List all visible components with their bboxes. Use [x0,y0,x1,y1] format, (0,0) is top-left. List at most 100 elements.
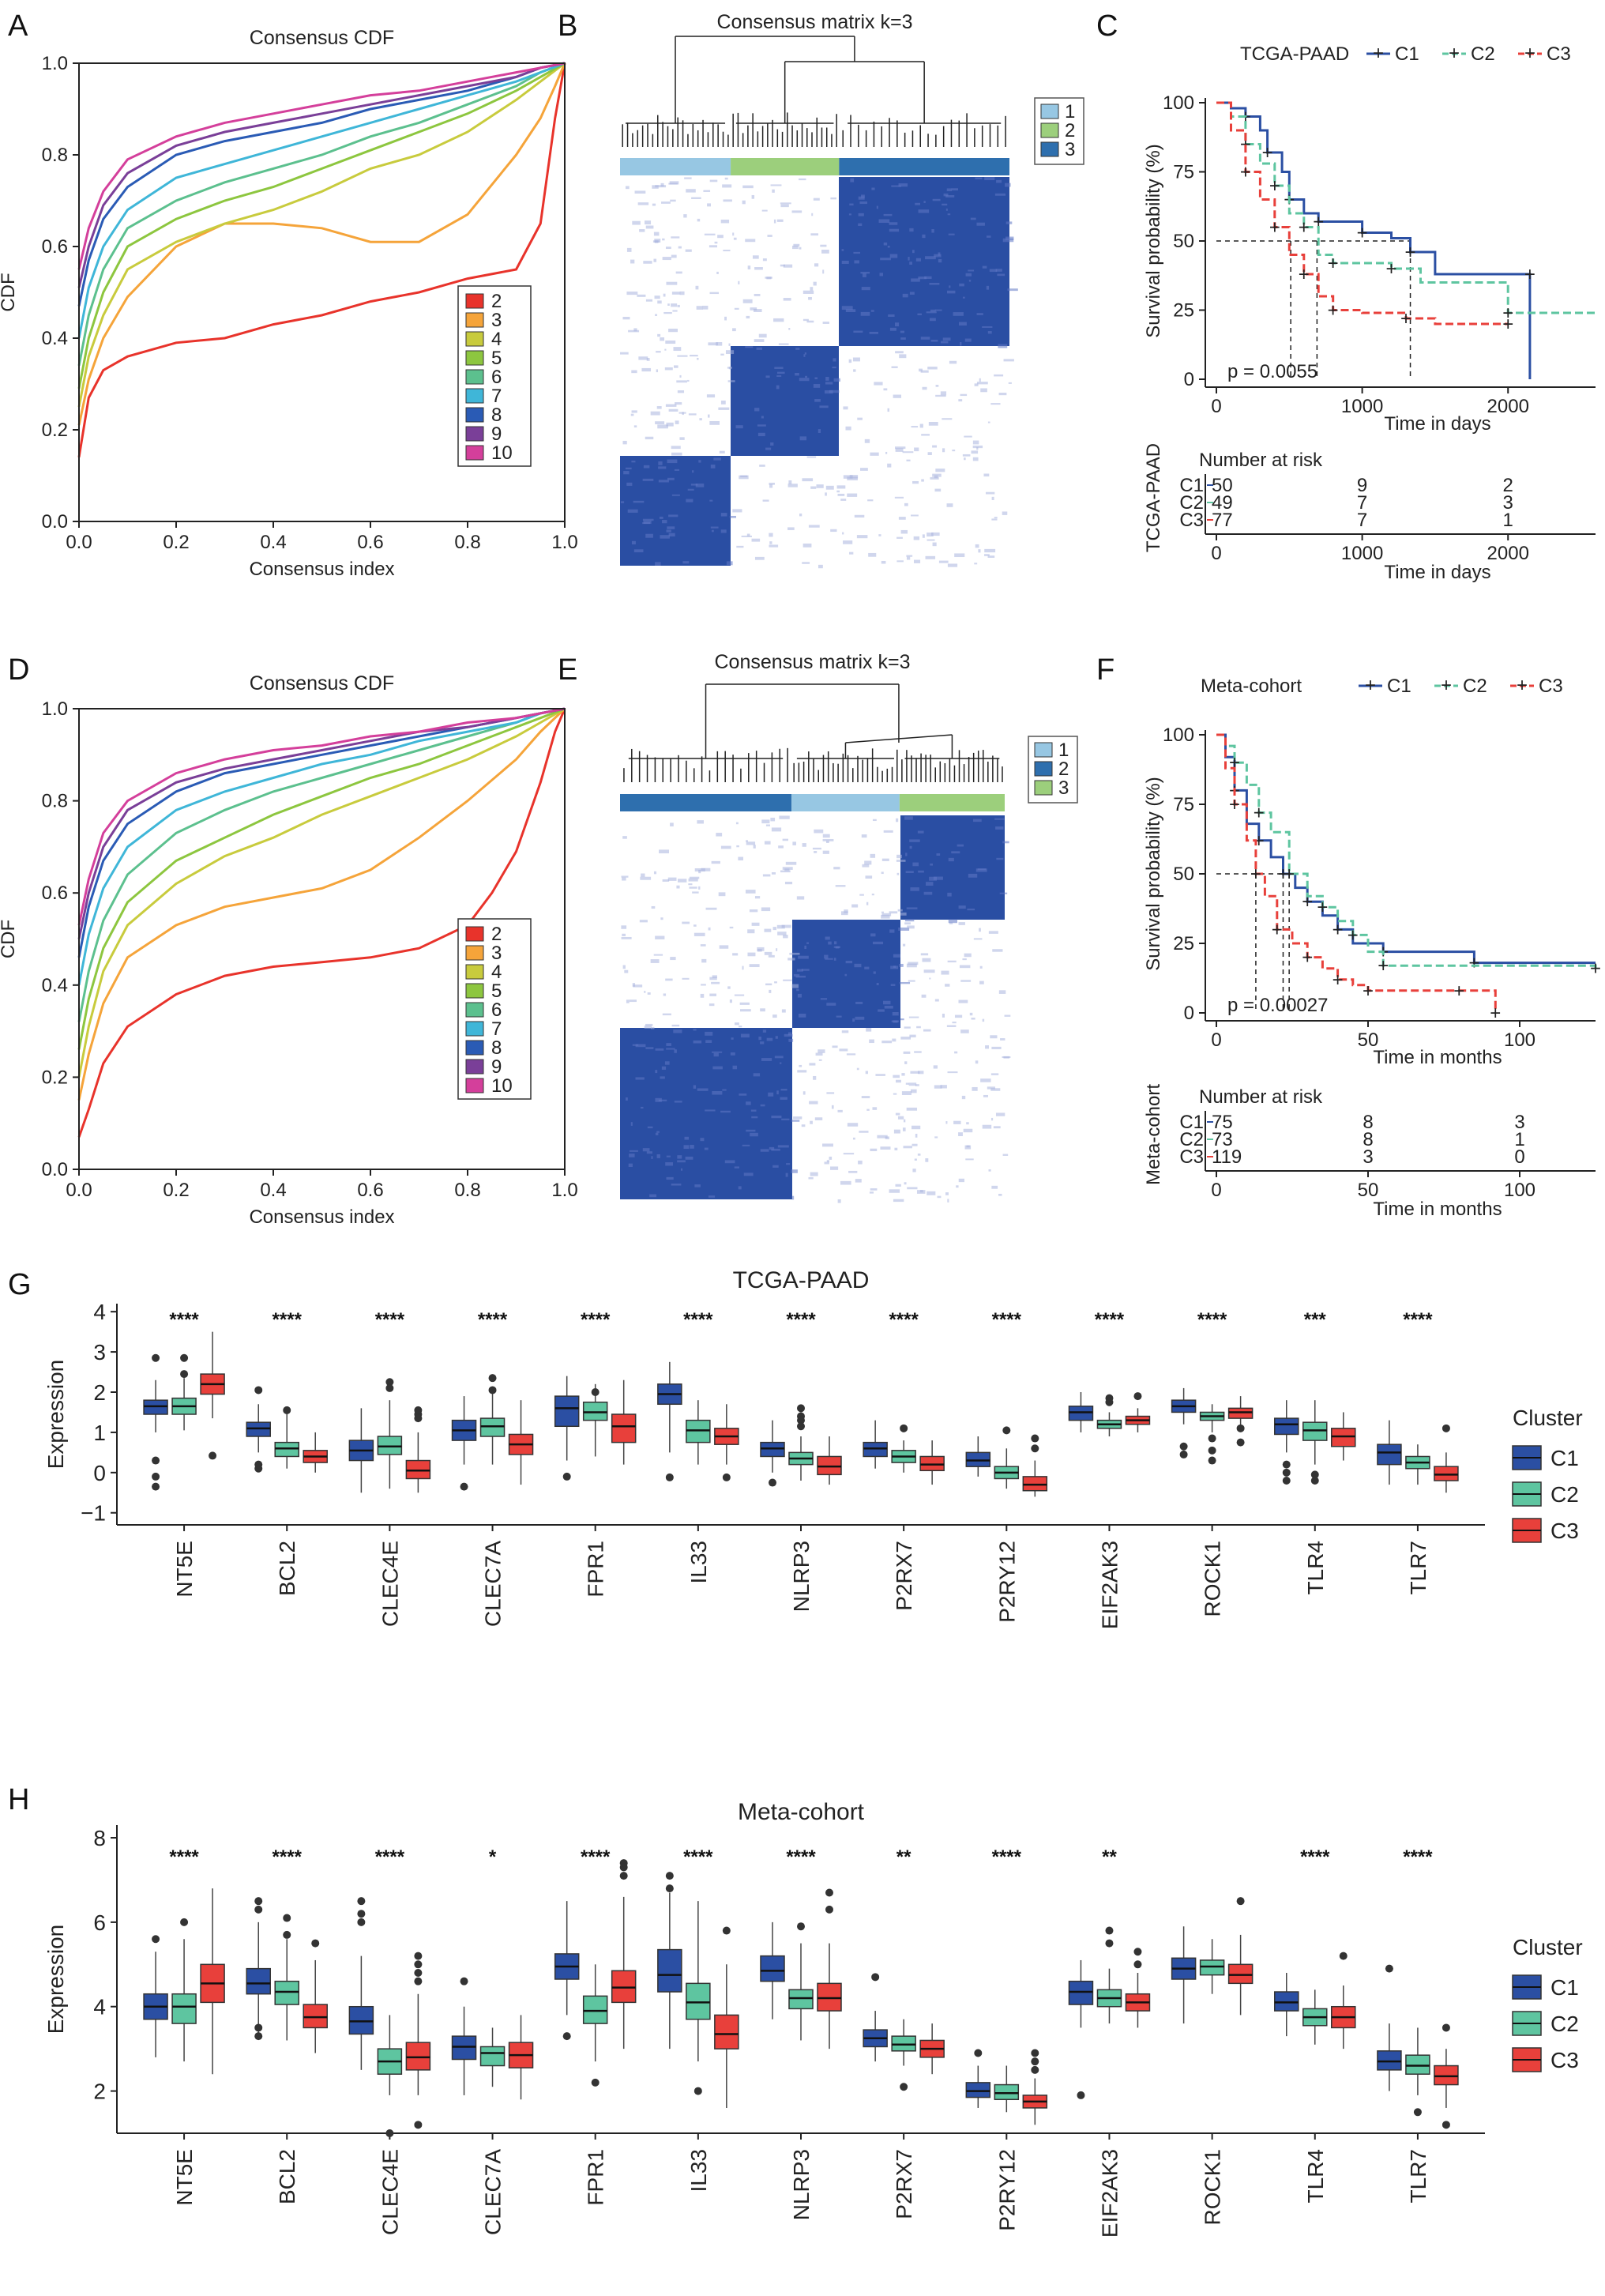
significance-label: **** [1300,1846,1330,1868]
censor-mark: + [1240,134,1251,156]
matrix-speck [847,1123,859,1127]
matrix-speck [938,560,949,563]
matrix-speck [677,304,680,307]
x-tick-label: 0 [1211,396,1221,417]
matrix-speck [758,1036,761,1041]
matrix-speck [750,1132,758,1137]
matrix-speck [693,924,697,927]
matrix-speck [795,975,806,978]
survival-curve-c1 [1216,101,1532,379]
box-c1 [246,1967,271,1995]
matrix-speck [830,1166,839,1170]
matrix-speck [690,1145,694,1149]
matrix-speck [902,451,914,454]
matrix-speck [655,421,665,425]
matrix-speck [947,213,951,216]
matrix-speck [694,868,705,872]
matrix-speck [816,484,824,488]
matrix-speck [958,999,968,1003]
box-outlier [254,1897,263,1906]
box-outlier [414,1406,423,1414]
cluster-bar-segment [620,794,792,811]
x-tick-label: TLR7 [1406,1541,1430,1594]
risk-value: 73 [1212,1129,1233,1150]
box-c1 [863,1441,888,1458]
matrix-speck [913,536,920,540]
significance-label: **** [273,1846,303,1868]
matrix-speck [818,1049,825,1053]
matrix-speck [653,871,657,875]
matrix-speck [810,486,817,489]
matrix-speck [938,252,941,256]
matrix-speck [908,256,910,261]
panel-letter-g: G [8,1268,32,1301]
matrix-speck [788,328,791,330]
matrix-speck [660,535,670,539]
matrix-speck [680,1168,683,1171]
x-tick-label: TLR4 [1303,1541,1328,1594]
matrix-speck [808,1176,814,1180]
matrix-speck [836,490,840,493]
matrix-speck [954,1014,963,1018]
matrix-speck [671,452,682,456]
box-outlier [152,1935,160,1944]
matrix-speck [962,296,965,299]
matrix-speck [724,1160,735,1164]
matrix-speck [925,256,936,260]
matrix-speck [626,999,630,1003]
matrix-speck [904,1061,908,1064]
censor-mark: + [1378,955,1389,977]
matrix-speck [896,872,900,875]
box-c3 [1022,1476,1048,1492]
matrix-speck [910,1071,920,1074]
matrix-speck [891,366,898,368]
matrix-speck [822,322,829,324]
risk-tick-label: 50 [1358,1180,1379,1201]
matrix-speck [934,254,942,258]
chart-title: TCGA-PAAD [733,1267,870,1293]
matrix-speck [832,366,836,369]
matrix-speck [688,878,698,882]
legend-label: C1 [1387,676,1411,697]
matrix-speck [670,957,676,961]
matrix-speck [640,876,652,880]
matrix-speck [806,942,809,944]
matrix-speck [905,871,914,873]
box-outlier [665,1872,674,1880]
matrix-speck [856,535,868,539]
matrix-speck [732,328,736,332]
matrix-speck [628,1163,633,1168]
box-c1 [1274,1417,1299,1436]
matrix-speck [779,815,790,819]
matrix-speck [757,424,766,427]
matrix-speck [749,964,760,968]
matrix-speck [722,184,732,188]
matrix-speck [949,285,951,288]
box-outlier [1441,2023,1450,2032]
matrix-speck [679,375,682,378]
matrix-speck [947,892,952,897]
matrix-speck [884,1005,893,1009]
censor-mark: + [1240,162,1251,183]
cdf-line-10 [77,707,566,926]
y-axis-label: Survival probability (%) [1143,144,1164,337]
matrix-speck [621,925,627,929]
matrix-speck [642,522,651,525]
matrix-speck [783,264,793,268]
matrix-speck [742,1144,750,1146]
matrix-speck [942,448,945,453]
matrix-speck [904,816,913,820]
matrix-speck [622,836,627,839]
y-tick-label: 0 [1184,1003,1194,1024]
box-outlier [797,1922,805,1931]
box-c2 [377,1436,403,1455]
matrix-speck [687,488,694,491]
matrix-speck [739,1002,750,1005]
censor-mark: + [1284,864,1295,885]
matrix-speck [881,871,884,875]
cdf-chart-d: Consensus CDF 0.0 0.2 0.4 0.6 0.8 1.0 0.0 0.2 0.4… [0,672,578,1228]
box-c1 [760,1955,785,1982]
risk-value: 49 [1212,492,1233,514]
matrix-speck [785,1172,788,1177]
x-tick-label: 0.6 [357,532,383,553]
